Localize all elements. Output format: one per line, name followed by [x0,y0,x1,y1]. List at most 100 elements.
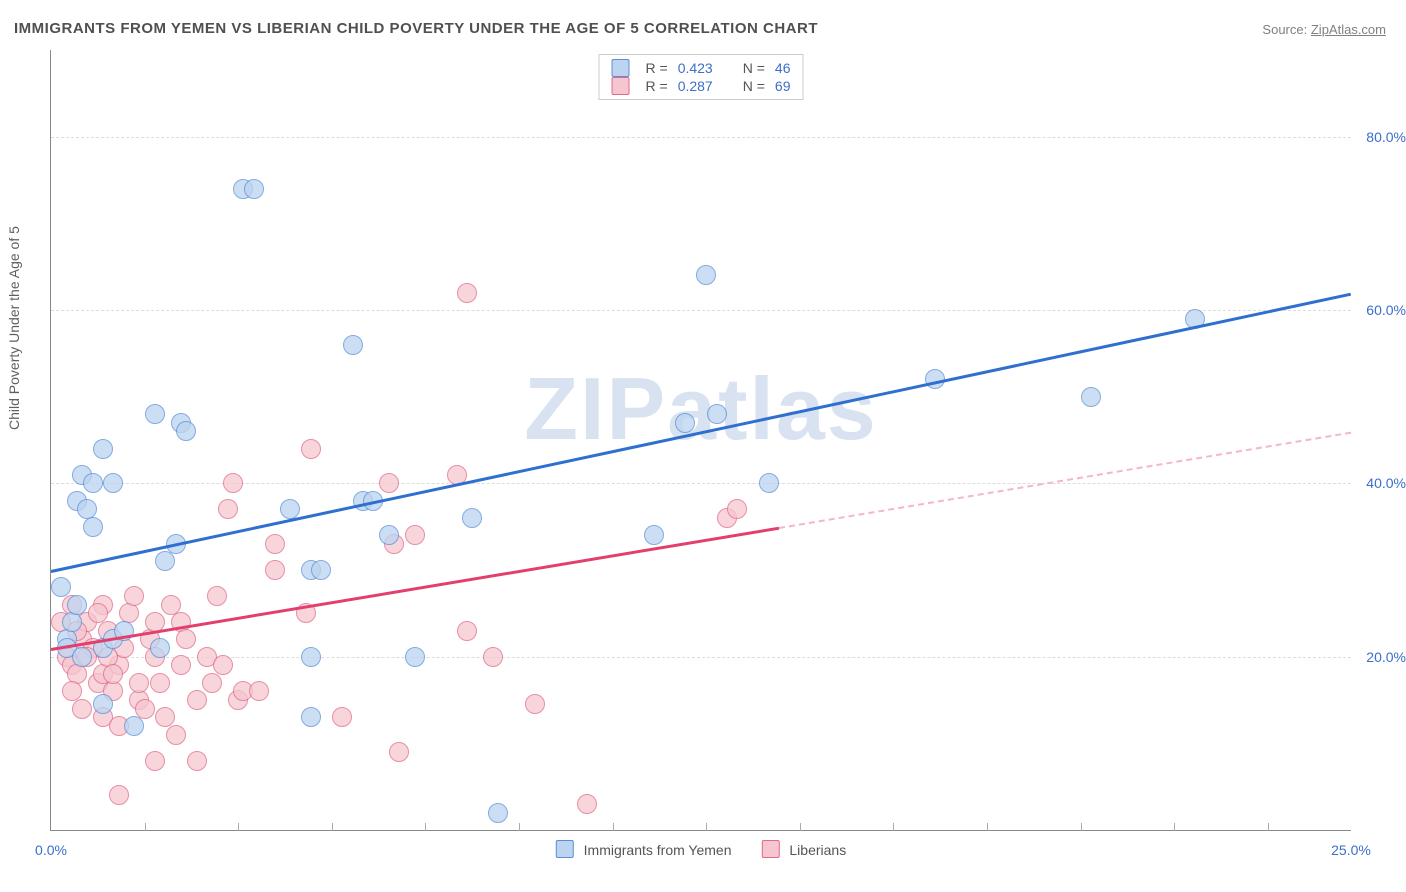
data-point [109,785,129,805]
gridline [51,310,1351,311]
correlation-legend: R = 0.423 N = 46 R = 0.287 N = 69 [599,54,804,100]
data-point [93,439,113,459]
trend-line [51,293,1352,573]
x-tick [893,823,894,831]
data-point [379,525,399,545]
x-tick [1268,823,1269,831]
data-point [727,499,747,519]
y-tick-label: 80.0% [1366,129,1406,145]
data-point [72,699,92,719]
n-value-yemen: 46 [775,60,791,76]
data-point [696,265,716,285]
x-tick [1081,823,1082,831]
data-point [176,629,196,649]
x-tick [613,823,614,831]
trend-line [779,431,1351,528]
data-point [176,421,196,441]
watermark: ZIPatlas [524,358,877,460]
r-value-liberian: 0.287 [678,78,713,94]
data-point [301,439,321,459]
y-tick-label: 40.0% [1366,475,1406,491]
gridline [51,657,1351,658]
data-point [93,694,113,714]
y-tick-label: 20.0% [1366,649,1406,665]
gridline [51,137,1351,138]
x-tick [987,823,988,831]
n-label: N = [743,60,765,76]
data-point [379,473,399,493]
data-point [311,560,331,580]
gridline [51,483,1351,484]
data-point [187,690,207,710]
data-point [202,673,222,693]
data-point [707,404,727,424]
x-tick-label: 0.0% [35,842,67,858]
x-tick [145,823,146,831]
data-point [62,612,82,632]
y-tick-label: 60.0% [1366,302,1406,318]
legend-swatch-liberian [612,77,630,95]
r-label: R = [646,60,668,76]
n-label: N = [743,78,765,94]
data-point [83,473,103,493]
source-link[interactable]: ZipAtlas.com [1311,22,1386,37]
data-point [332,707,352,727]
data-point [166,725,186,745]
x-tick [519,823,520,831]
data-point [124,586,144,606]
data-point [525,694,545,714]
legend-swatch-liberian-icon [762,840,780,858]
chart-title: IMMIGRANTS FROM YEMEN VS LIBERIAN CHILD … [14,20,818,37]
data-point [1081,387,1101,407]
source-label: Source: ZipAtlas.com [1262,22,1386,37]
data-point [67,595,87,615]
chart-container: IMMIGRANTS FROM YEMEN VS LIBERIAN CHILD … [0,0,1406,892]
legend-item-yemen: Immigrants from Yemen [556,840,732,858]
x-tick [238,823,239,831]
data-point [187,751,207,771]
x-tick [332,823,333,831]
data-point [88,603,108,623]
correlation-legend-row: R = 0.287 N = 69 [612,77,791,95]
data-point [343,335,363,355]
data-point [171,655,191,675]
data-point [301,707,321,727]
data-point [103,473,123,493]
n-value-liberian: 69 [775,78,791,94]
data-point [644,525,664,545]
data-point [124,716,144,736]
plot-area: ZIPatlas R = 0.423 N = 46 R = 0.287 N = … [50,50,1351,831]
x-tick [706,823,707,831]
data-point [675,413,695,433]
correlation-legend-row: R = 0.423 N = 46 [612,59,791,77]
legend-label-yemen: Immigrants from Yemen [584,842,732,858]
data-point [462,508,482,528]
x-tick-label: 25.0% [1331,842,1371,858]
r-label: R = [646,78,668,94]
data-point [145,751,165,771]
y-axis-label: Child Poverty Under the Age of 5 [6,226,22,430]
data-point [405,647,425,667]
x-axis-legend: Immigrants from Yemen Liberians [556,840,846,858]
r-value-yemen: 0.423 [678,60,713,76]
data-point [218,499,238,519]
data-point [150,673,170,693]
data-point [389,742,409,762]
data-point [213,655,233,675]
data-point [150,638,170,658]
data-point [405,525,425,545]
data-point [457,621,477,641]
data-point [72,647,92,667]
data-point [577,794,597,814]
legend-swatch-yemen [612,59,630,77]
data-point [457,283,477,303]
data-point [244,179,264,199]
data-point [249,681,269,701]
x-tick [800,823,801,831]
data-point [223,473,243,493]
data-point [265,534,285,554]
x-tick [1174,823,1175,831]
x-tick [425,823,426,831]
data-point [83,517,103,537]
data-point [483,647,503,667]
